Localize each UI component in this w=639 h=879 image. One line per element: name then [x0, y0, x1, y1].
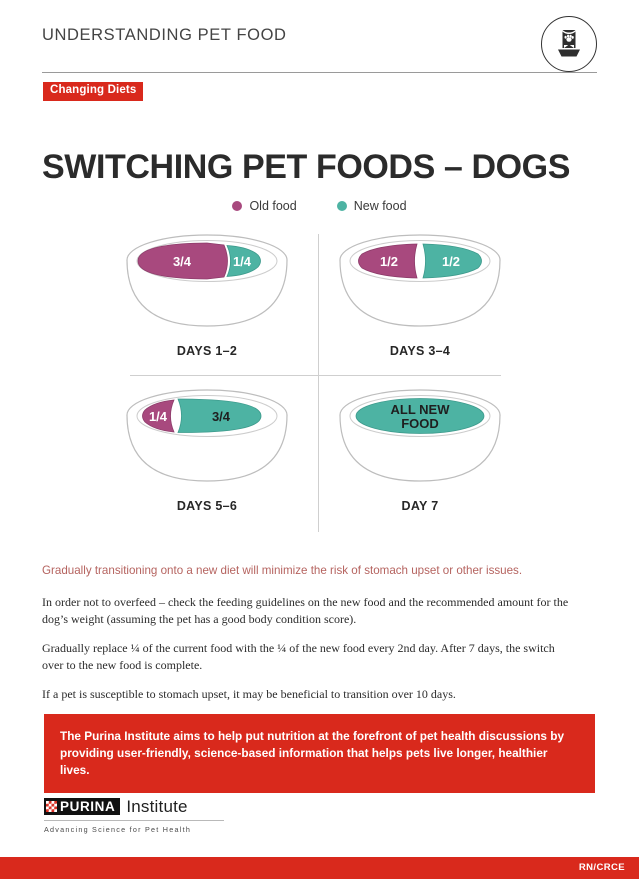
- bowl-panel-days-1-2: 3/4 1/4 DAYS 1–2: [62, 228, 352, 374]
- lead-paragraph: Gradually transitioning onto a new diet …: [42, 564, 523, 577]
- bowl-illustration-days-1-2: 3/4 1/4: [121, 228, 293, 340]
- grid-horizontal-divider: [130, 375, 501, 376]
- bowl-portion-old-days-3-4: 1/2: [380, 254, 398, 269]
- pet-food-bag-icon: [541, 16, 597, 72]
- body-paragraph-3: If a pet is susceptible to stomach upset…: [42, 686, 456, 701]
- purina-brand-mark: PURINA: [44, 798, 121, 815]
- legend-dot-old-food: [232, 201, 243, 211]
- logo-wordmark-row: PURINA Institute: [44, 798, 274, 815]
- bowl-portion-new-days-5-6: 3/4: [212, 409, 231, 424]
- bowl-portion-new-days-3-4: 1/2: [442, 254, 460, 269]
- body-paragraph-2: Gradually replace ¼ of the current food …: [42, 640, 555, 673]
- bowl-panel-days-5-6: 1/4 3/4 DAYS 5–6: [62, 383, 352, 529]
- legend-dot-new-food: [336, 201, 347, 211]
- bowl-portion-new-days-1-2: 1/4: [233, 254, 252, 269]
- logo-tagline: Advancing Science for Pet Health: [44, 825, 192, 834]
- logo-brand-text: PURINA: [60, 798, 116, 814]
- bowl-diagram: 3/4 1/4 DAYS 1–2 1/2 1/2: [0, 228, 639, 538]
- legend-item-new-food: New food: [336, 199, 407, 213]
- bowl-portion-old-days-5-6: 1/4: [149, 409, 168, 424]
- bowl-panel-day-7: ALL NEW FOOD DAY 7: [275, 383, 565, 529]
- bowl-illustration-days-5-6: 1/4 3/4: [121, 383, 293, 495]
- bowl-caption-day-7: DAY 7: [401, 499, 439, 513]
- legend-label-new-food: New food: [353, 199, 407, 213]
- bowl-panel-days-3-4: 1/2 1/2 DAYS 3–4: [275, 228, 565, 374]
- category-tag: Changing Diets: [43, 82, 144, 101]
- purina-institute-logo: PURINA Institute Advancing Science for P…: [44, 798, 274, 840]
- footer-bar: RN/CRCE: [0, 857, 639, 879]
- bowl-illustration-days-3-4: 1/2 1/2: [334, 228, 506, 340]
- bowl-illustration-day-7: ALL NEW FOOD: [334, 383, 506, 495]
- bowl-portion-new-day-7-line1: ALL NEW: [391, 402, 451, 417]
- logo-institute-text: Institute: [126, 797, 188, 816]
- body-paragraph-1: In order not to overfeed – check the fee…: [42, 595, 569, 627]
- bowl-caption-days-5-6: DAYS 5–6: [176, 499, 238, 513]
- header-divider: [42, 72, 597, 73]
- mission-callout: The Purina Institute aims to help put nu…: [44, 714, 595, 794]
- logo-divider: [44, 820, 224, 821]
- bowl-caption-days-3-4: DAYS 3–4: [389, 344, 451, 358]
- body-copy: In order not to overfeed – check the fee…: [42, 594, 572, 703]
- legend-item-old-food: Old food: [232, 199, 297, 213]
- bowl-portion-new-day-7-line2: FOOD: [401, 416, 439, 431]
- legend-label-old-food: Old food: [249, 199, 297, 213]
- header-title: UNDERSTANDING PET FOOD: [42, 26, 287, 44]
- bowl-portion-old-days-1-2: 3/4: [173, 254, 192, 269]
- bowl-caption-days-1-2: DAYS 1–2: [176, 344, 238, 358]
- grid-vertical-divider: [318, 234, 319, 532]
- checkerboard-icon: [46, 801, 57, 812]
- page-title: SWITCHING PET FOODS – DOGS: [42, 147, 570, 186]
- footer-code: RN/CRCE: [578, 862, 625, 873]
- chart-legend: Old food New food: [0, 199, 639, 213]
- page-header: UNDERSTANDING PET FOOD: [42, 16, 597, 72]
